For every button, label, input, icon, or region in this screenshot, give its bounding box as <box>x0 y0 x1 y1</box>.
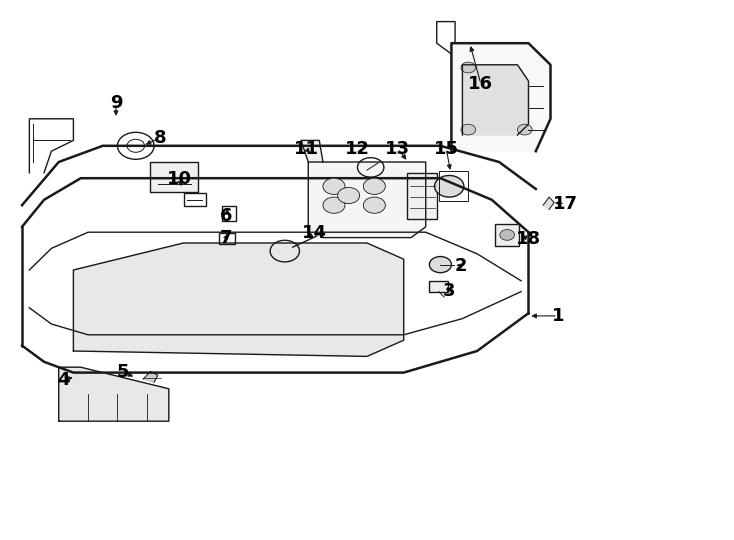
Polygon shape <box>308 162 426 238</box>
Text: 6: 6 <box>219 207 233 225</box>
Circle shape <box>435 176 464 197</box>
Text: 18: 18 <box>516 230 541 248</box>
Circle shape <box>363 197 385 213</box>
Polygon shape <box>451 43 550 151</box>
Text: 5: 5 <box>117 362 130 381</box>
Text: 17: 17 <box>553 194 578 213</box>
FancyBboxPatch shape <box>407 173 437 219</box>
Polygon shape <box>462 65 528 135</box>
Circle shape <box>461 124 476 135</box>
Polygon shape <box>59 367 169 421</box>
Text: 9: 9 <box>109 93 123 112</box>
FancyBboxPatch shape <box>219 233 235 244</box>
Text: 11: 11 <box>294 139 319 158</box>
Text: 15: 15 <box>434 139 459 158</box>
Text: 14: 14 <box>302 224 327 242</box>
Text: 7: 7 <box>219 228 233 247</box>
Circle shape <box>323 197 345 213</box>
Circle shape <box>429 256 451 273</box>
FancyBboxPatch shape <box>429 281 448 292</box>
Circle shape <box>517 124 532 135</box>
Circle shape <box>323 178 345 194</box>
FancyBboxPatch shape <box>150 162 198 192</box>
Text: 2: 2 <box>454 256 468 275</box>
Text: 1: 1 <box>551 307 564 325</box>
Circle shape <box>461 62 476 73</box>
Text: 13: 13 <box>385 139 410 158</box>
Polygon shape <box>301 140 323 162</box>
Circle shape <box>500 230 515 240</box>
Text: 4: 4 <box>57 370 70 389</box>
Polygon shape <box>143 372 158 382</box>
Polygon shape <box>543 197 554 210</box>
Text: 3: 3 <box>443 281 456 300</box>
Bar <box>222 206 236 221</box>
Circle shape <box>338 187 360 204</box>
Text: 16: 16 <box>468 75 493 93</box>
FancyBboxPatch shape <box>495 224 519 246</box>
FancyBboxPatch shape <box>184 193 206 206</box>
Polygon shape <box>73 243 404 356</box>
Text: 8: 8 <box>153 129 167 147</box>
Circle shape <box>363 178 385 194</box>
Text: 12: 12 <box>345 139 370 158</box>
Text: 10: 10 <box>167 170 192 188</box>
